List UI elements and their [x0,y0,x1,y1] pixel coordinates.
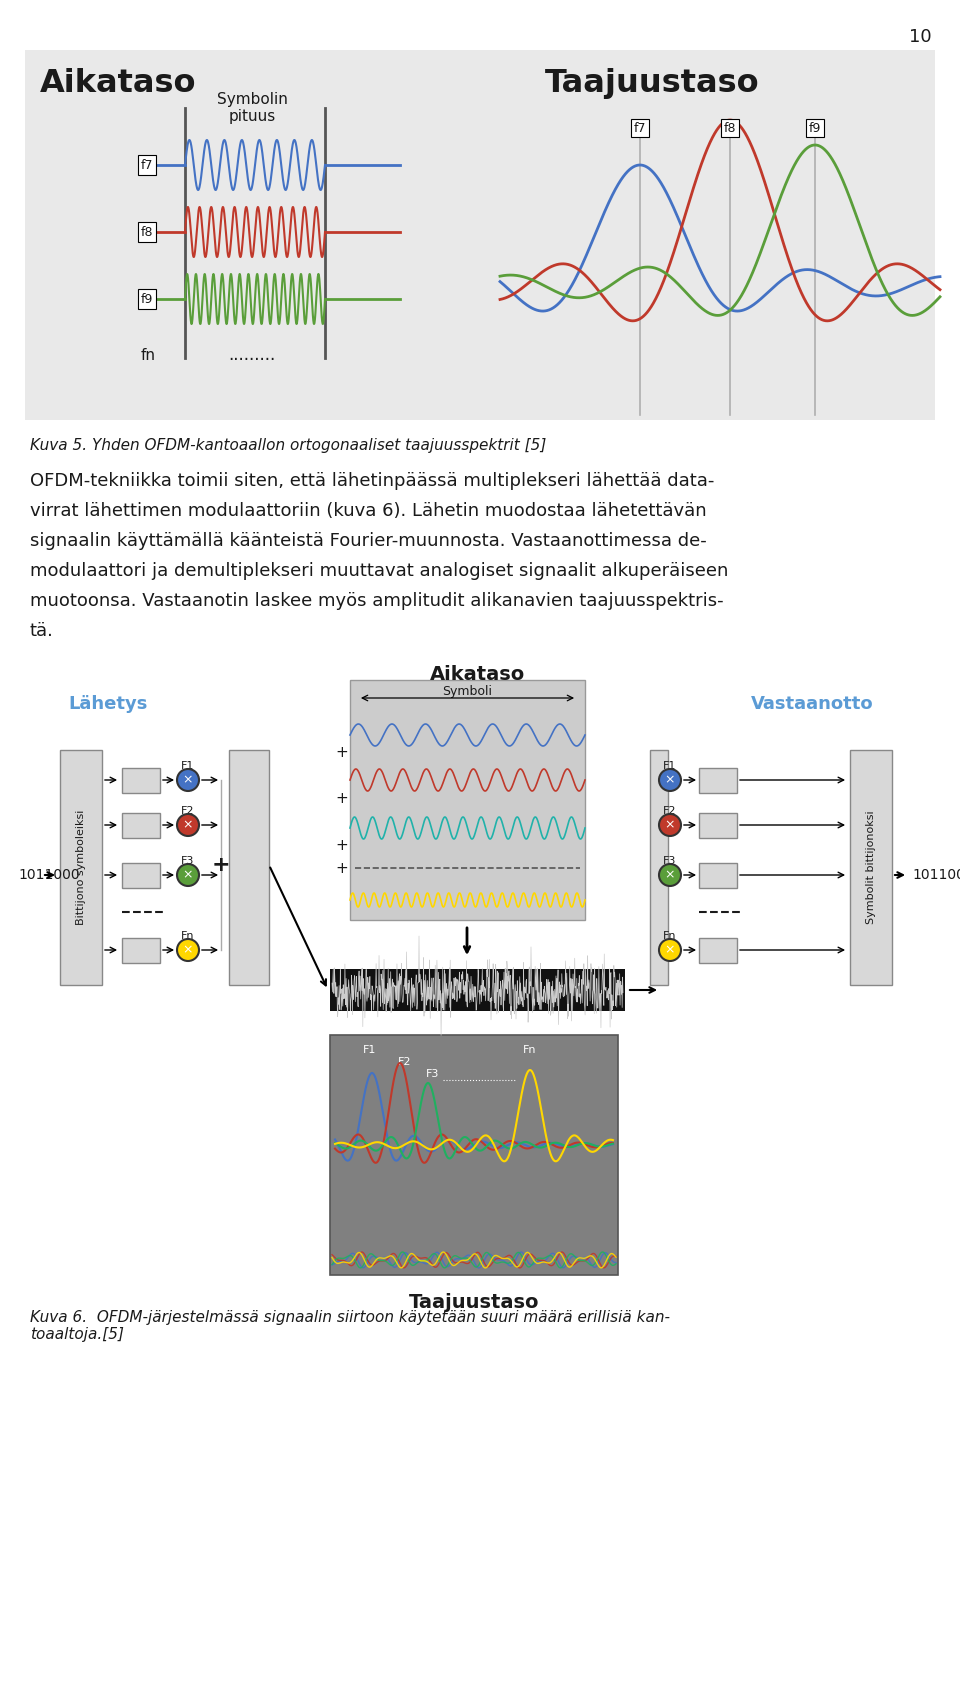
Bar [122,768,160,794]
Text: 1011000: 1011000 [18,868,80,881]
Text: Fn: Fn [663,932,677,940]
Text: 10: 10 [909,29,931,45]
Text: ×: × [182,773,193,787]
Bar [650,750,668,986]
Text: Symbolit bittijonoksi: Symbolit bittijonoksi [866,810,876,923]
Text: ×: × [182,819,193,831]
Text: F2: F2 [398,1056,412,1067]
Text: fn: fn [140,347,156,362]
Text: Aikataso: Aikataso [430,666,526,684]
Text: ×: × [664,773,675,787]
Text: f9: f9 [809,121,821,135]
Bar [122,863,160,888]
Text: +: + [336,861,348,876]
Text: 1011000: 1011000 [912,868,960,881]
Text: Bittijono symboleiksi: Bittijono symboleiksi [76,809,86,925]
Text: modulaattori ja demultiplekseri muuttavat analogiset signaalit alkuperäiseen: modulaattori ja demultiplekseri muuttava… [30,563,729,580]
Circle shape [177,814,199,836]
Text: Fn: Fn [523,1045,537,1055]
Text: f8: f8 [724,121,736,135]
Text: Vastaanotto: Vastaanotto [751,694,874,713]
Text: +: + [212,854,230,875]
Text: F3: F3 [663,856,677,866]
Text: Symbolin
pituus: Symbolin pituus [217,93,287,125]
Circle shape [659,939,681,960]
Bar [850,750,892,986]
Text: ×: × [664,944,675,957]
Text: F2: F2 [181,805,195,816]
Text: ×: × [182,868,193,881]
Text: +: + [336,745,348,760]
Text: ×: × [182,944,193,957]
Bar [699,863,737,888]
Text: F3: F3 [426,1068,440,1078]
Text: f8: f8 [141,226,154,239]
Bar [699,768,737,794]
Text: Aikataso: Aikataso [40,67,197,99]
Text: muotoonsa. Vastaanotin laskee myös amplitudit alikanavien taajuusspektris-: muotoonsa. Vastaanotin laskee myös ampli… [30,591,724,610]
Text: Symboli: Symboli [442,686,492,698]
Text: ×: × [664,819,675,831]
Text: F1: F1 [363,1045,376,1055]
Bar [60,750,102,986]
Bar [229,750,269,986]
Circle shape [177,864,199,886]
Text: Kuva 5. Yhden OFDM-kantoaallon ortogonaaliset taajuusspektrit [5]: Kuva 5. Yhden OFDM-kantoaallon ortogonaa… [30,438,546,453]
Text: F2: F2 [663,805,677,816]
Circle shape [659,814,681,836]
Text: f7: f7 [634,121,646,135]
Circle shape [659,864,681,886]
Bar [350,681,585,920]
Text: ×: × [664,868,675,881]
Text: Kuva 6.  OFDM-järjestelmässä signaalin siirtoon käytetään suuri määrä erillisiä : Kuva 6. OFDM-järjestelmässä signaalin si… [30,1309,670,1343]
Text: +: + [336,837,348,853]
Bar [122,812,160,837]
Text: F3: F3 [181,856,195,866]
Circle shape [177,939,199,960]
Text: .........: ......... [228,345,276,364]
Bar [122,939,160,964]
Bar [699,812,737,837]
Text: f7: f7 [141,158,154,172]
Text: f9: f9 [141,293,154,305]
Text: Fn: Fn [181,932,195,940]
Bar [699,939,737,964]
Text: F1: F1 [663,762,677,772]
Text: Taajuustaso: Taajuustaso [545,67,759,99]
Text: +: + [336,790,348,805]
Text: F1: F1 [181,762,195,772]
Text: virrat lähettimen modulaattoriin (kuva 6). Lähetin muodostaa lähetettävän: virrat lähettimen modulaattoriin (kuva 6… [30,502,707,521]
Text: OFDM-tekniikka toimii siten, että lähetinpäässä multiplekseri lähettää data-: OFDM-tekniikka toimii siten, että läheti… [30,472,714,490]
Bar [330,969,625,1011]
Circle shape [659,768,681,790]
Bar [25,51,935,420]
Circle shape [177,768,199,790]
Text: tä.: tä. [30,622,54,640]
Text: Lähetys: Lähetys [68,694,148,713]
Bar [330,1035,618,1276]
Text: signaalin käyttämällä käänteistä Fourier-muunnosta. Vastaanottimessa de-: signaalin käyttämällä käänteistä Fourier… [30,532,707,549]
Text: Taajuustaso: Taajuustaso [409,1292,540,1313]
